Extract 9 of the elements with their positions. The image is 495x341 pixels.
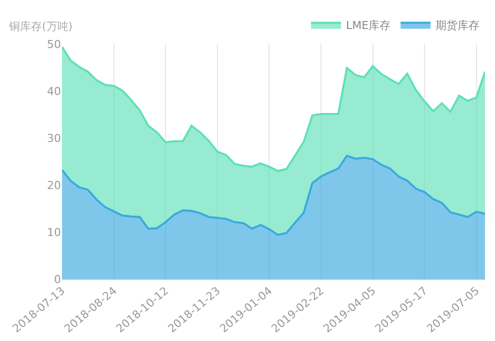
y-tick-label: 20 — [47, 178, 61, 192]
y-tick-label: 10 — [47, 226, 61, 239]
y-tick-label: 0 — [54, 272, 61, 286]
y-tick-label: 40 — [47, 84, 61, 98]
y-tick-label: 50 — [47, 38, 61, 51]
y-tick-label: 30 — [47, 132, 61, 145]
y-axis-title: 铜库存(万吨) — [8, 20, 73, 33]
legend-label: 期货库存 — [436, 19, 480, 32]
legend-label: LME库存 — [346, 19, 391, 32]
